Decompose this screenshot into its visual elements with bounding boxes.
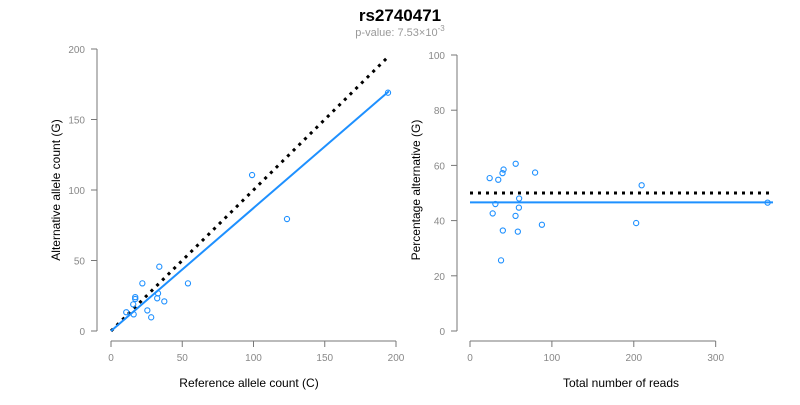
data-point (184, 280, 192, 287)
data-point (123, 309, 130, 316)
data-point (515, 204, 523, 211)
data-point (144, 307, 151, 314)
chart-subtitle: p-value: 7.53×10-3 (355, 24, 445, 39)
chart-title: rs2740471 (359, 6, 441, 25)
y-axis-label: Percentage alternative (G) (409, 120, 423, 261)
panel-2: 0 100 200 300 0 20 40 60 80 100 Total number of re… (409, 51, 773, 390)
data-point (531, 169, 539, 176)
data-point (514, 228, 521, 235)
y-tick-label: 20 (434, 272, 446, 283)
data-point (130, 311, 137, 318)
y-tick-label: 100 (68, 186, 85, 197)
data-point (495, 176, 502, 183)
y-tick-label: 200 (68, 45, 85, 56)
fit-line (110, 90, 390, 332)
panel-1: 0 50 100 150 200 0 50 100 150 200 Reference allele… (49, 45, 405, 390)
data-point (515, 195, 523, 202)
data-point (154, 295, 161, 302)
data-point (500, 166, 507, 173)
data-point (384, 89, 392, 96)
data-point (283, 215, 291, 223)
y-tick-label: 60 (434, 161, 446, 172)
data-point (638, 182, 645, 189)
data-point (132, 294, 139, 301)
y-tick-label: 150 (68, 116, 85, 127)
data-point (512, 160, 519, 167)
data-point (633, 219, 640, 227)
x-tick-label: 300 (707, 353, 724, 364)
data-point (156, 263, 163, 270)
x-tick-label: 100 (544, 353, 561, 364)
x-tick-label: 50 (177, 353, 189, 364)
y-axis-label: Alternative allele count (G) (49, 119, 63, 260)
y-tick-label: 100 (428, 51, 445, 62)
data-point (161, 298, 168, 305)
x-tick-label: 100 (245, 353, 262, 364)
subtitle-exponent: -3 (438, 24, 446, 33)
data-point (139, 280, 146, 287)
y-tick-label: 50 (74, 257, 86, 268)
y-tick-label: 40 (434, 217, 446, 228)
data-point (492, 200, 499, 208)
data-point (499, 227, 506, 234)
data-point (512, 212, 519, 220)
x-tick-label: 0 (467, 353, 473, 364)
data-point (497, 257, 505, 264)
data-point (538, 221, 546, 228)
y-tick-label: 0 (439, 327, 445, 338)
y-tick-label: 0 (79, 327, 85, 338)
reference-line (109, 54, 390, 333)
data-point (499, 169, 506, 177)
data-point (764, 199, 771, 206)
y-tick-label: 80 (434, 106, 446, 117)
x-tick-label: 0 (108, 353, 114, 364)
data-point (489, 210, 496, 217)
x-axis-label: Total number of reads (563, 376, 679, 390)
x-axis-label: Reference allele count (C) (179, 376, 318, 390)
x-tick-label: 150 (316, 353, 333, 364)
data-point (148, 314, 155, 321)
x-tick-label: 200 (388, 353, 405, 364)
data-point (132, 295, 139, 303)
subtitle-prefix: p-value: 7.53×10 (355, 27, 437, 39)
x-tick-label: 200 (625, 353, 642, 364)
data-point (130, 301, 137, 308)
data-point (486, 174, 493, 182)
data-point (248, 171, 256, 179)
